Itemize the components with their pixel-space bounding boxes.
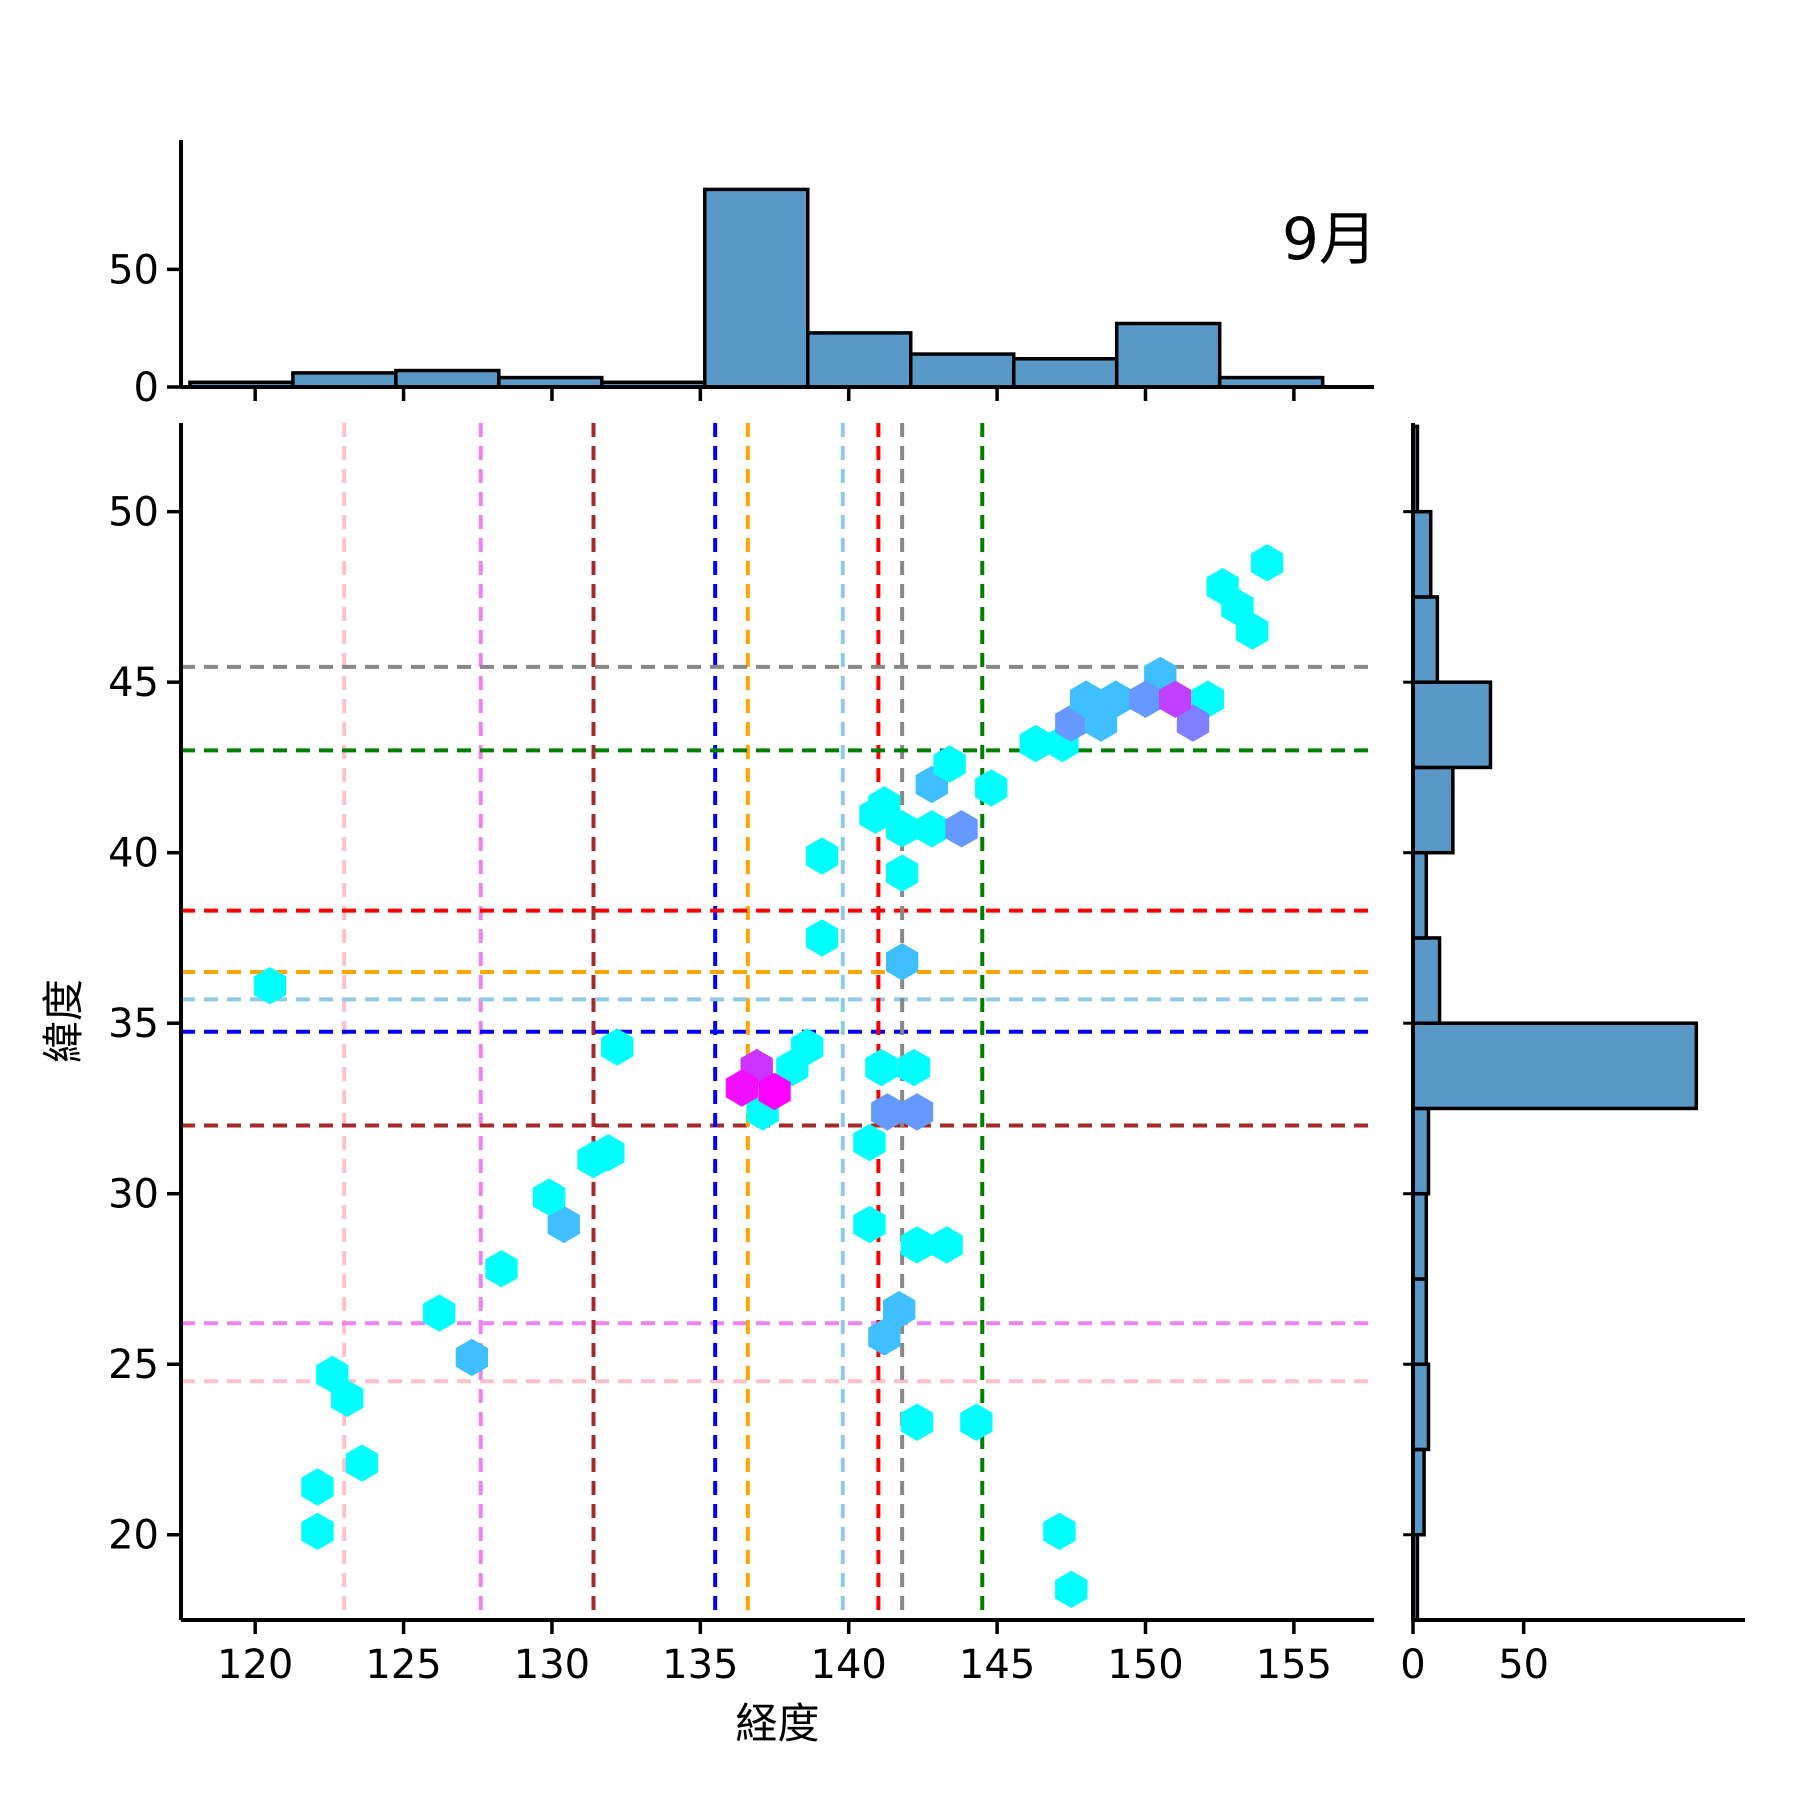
x-tick-label: 155 [1256,1642,1332,1688]
x-tick-label: 125 [365,1642,441,1688]
hexbin-cell [853,1205,886,1244]
hexbin-cell [933,745,966,783]
hexbin-cell [485,1250,518,1288]
hexbin-cell [945,810,978,848]
hexbin-cell [883,1291,916,1329]
hexbin-cells [253,544,1284,1608]
top-hist-y-tick-label: 50 [108,247,159,293]
hexbin-cell [253,967,287,1005]
y-tick-label: 20 [108,1513,159,1559]
hexbin-cell [1176,704,1210,742]
right-hist-bar [1411,936,1442,1025]
hexbin-cell [1055,1570,1088,1608]
hexbin-cell [345,1444,379,1482]
top-hist-bar [806,331,913,389]
hexbin-cell [960,1403,993,1441]
hexbin-cell [1019,724,1052,763]
hexbin-cell [900,1226,934,1264]
right-hist-bar [1411,595,1440,684]
hexbin-cell [1070,680,1103,718]
x-tick-label: 135 [662,1642,738,1688]
hexbin-cell [930,1226,963,1264]
hexbin-cell [865,1048,898,1087]
top-hist-bar [1114,321,1222,389]
hexbin-cell [532,1178,566,1216]
hexbin-cell [1251,544,1284,582]
right-hist-bar [1411,509,1433,599]
hexbin-cell [301,1468,334,1506]
y-tick-label: 35 [108,1001,159,1047]
right-hist-bar [1411,765,1455,855]
hexbin-cell [423,1294,456,1332]
hexbin-cell [868,786,901,824]
hexbin-cell [601,1028,634,1066]
hexbin-cell [886,810,919,848]
right-hist-bar [1411,680,1493,770]
hexbin-cell [975,769,1008,807]
hexbin-cell [776,1048,809,1087]
main-axes: 120 125 130 135 140 145 150 155 20 25 30 35 40 45 50 [108,423,1374,1688]
hexbin-cell [853,1123,886,1162]
x-tick-label: 145 [959,1642,1035,1688]
hexbin-cell [592,1134,625,1172]
y-tick-label: 30 [108,1172,159,1218]
hexbin-cell [1236,612,1269,650]
y-tick-label: 40 [108,831,159,877]
x-tick-label: 130 [514,1642,590,1688]
right-hist-x-tick-label: 0 [1400,1642,1425,1688]
hexbin-cell [1159,680,1192,718]
x-tick-label: 150 [1107,1642,1183,1688]
hexbin-cell [868,1318,901,1356]
hexbin-cell [871,1093,904,1131]
x-tick-label: 140 [811,1642,887,1688]
top-histogram: 0 50 [108,140,1374,411]
hexbin-cell [758,1072,791,1111]
top-hist-bar [291,371,398,389]
hexbin-cell [900,1093,934,1131]
right-hist-bar [1411,1362,1431,1452]
hexbin-cell [886,854,919,892]
chart-title: 9月 [1282,205,1377,273]
hexbin-cell [900,1403,934,1441]
y-tick-label: 25 [108,1342,159,1388]
right-hist-x-tick-label: 50 [1498,1642,1549,1688]
x-axis-label: 経度 [735,1699,820,1748]
x-tick-label: 120 [217,1642,293,1688]
hexbin-cell [316,1355,349,1394]
right-histogram: 0 50 [1400,423,1745,1688]
top-hist-bar [703,187,810,389]
hexbin-cell [1129,680,1162,718]
hexbin-cell [301,1512,334,1550]
top-hist-y-tick-label: 0 [134,365,159,411]
hexbin-cell [1099,680,1132,718]
hexbin-cell [915,810,948,848]
hexbin-cell [547,1205,580,1244]
top-hist-bar [1011,357,1119,389]
hexbin-cell [805,919,839,957]
hexbin-cell [897,1048,931,1087]
crosshair-lines [181,423,1374,1620]
right-hist-bar [1411,1021,1699,1111]
top-hist-bar [394,368,501,389]
hexbin-cell [455,1338,488,1377]
y-tick-label: 45 [108,660,159,706]
right-hist-bar [1411,1106,1431,1196]
hexbin-cell [805,837,839,875]
top-hist-bar [908,352,1016,389]
hexbin-cell [1043,1512,1076,1550]
hexbin-cell [725,1069,759,1107]
hexbin-cell [886,943,919,981]
y-axis-label: 緯度 [39,978,88,1063]
y-tick-label: 50 [108,490,159,536]
